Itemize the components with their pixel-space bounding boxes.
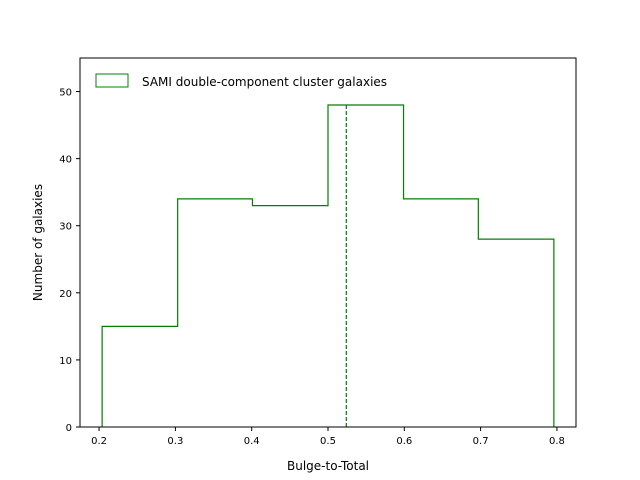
histogram-bin-3 — [252, 206, 328, 427]
histogram-bin-5 — [404, 199, 479, 427]
x-tick-label: 0.4 — [244, 436, 260, 447]
y-tick-label: 30 — [59, 222, 72, 233]
y-tick-label: 0 — [66, 423, 72, 434]
x-tick-label: 0.3 — [167, 436, 183, 447]
y-tick-label: 20 — [59, 289, 72, 300]
y-tick-label: 40 — [59, 155, 72, 166]
histogram-bin-1 — [102, 326, 178, 427]
y-axis-label: Number of galaxies — [31, 184, 45, 301]
histogram-bin-2 — [178, 199, 253, 427]
legend-label: SAMI double-component cluster galaxies — [142, 75, 387, 89]
histogram-step-outline — [101, 104, 555, 427]
histogram-bin-6 — [478, 239, 554, 427]
x-tick-label: 0.8 — [549, 436, 565, 447]
y-axis-ticks: 0 10 20 30 40 50 — [59, 88, 80, 434]
histogram-bin-4 — [328, 105, 404, 427]
x-axis-ticks: 0.2 0.3 0.4 0.5 0.6 0.7 0.8 — [91, 427, 565, 447]
legend-swatch — [95, 73, 129, 88]
y-tick-label: 50 — [59, 88, 72, 99]
x-tick-label: 0.6 — [396, 436, 412, 447]
plot-content — [101, 104, 555, 427]
x-axis-label: Bulge-to-Total — [287, 459, 369, 473]
x-tick-label: 0.7 — [473, 436, 489, 447]
y-tick-label: 10 — [59, 356, 72, 367]
legend: SAMI double-component cluster galaxies — [95, 73, 387, 89]
x-tick-label: 0.2 — [91, 436, 107, 447]
x-tick-label: 0.5 — [320, 436, 336, 447]
